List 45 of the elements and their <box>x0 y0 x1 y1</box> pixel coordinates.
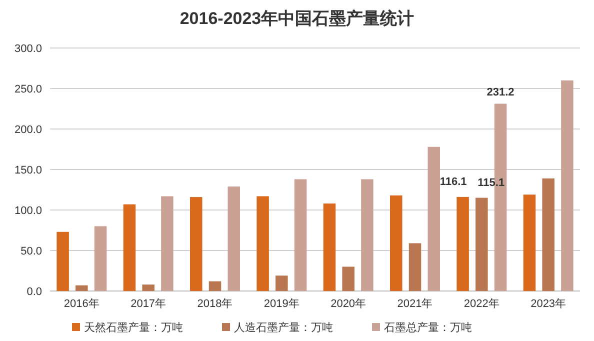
bar <box>276 276 288 291</box>
bar <box>542 178 554 291</box>
bar <box>76 285 88 291</box>
data-label: 231.2 <box>486 86 514 99</box>
bar <box>208 281 222 291</box>
bar <box>228 186 240 291</box>
legend-label: 石墨总产量：万吨 <box>384 321 472 334</box>
bar <box>428 146 440 291</box>
bar <box>456 196 469 291</box>
bar <box>561 80 574 291</box>
x-tick-label: 2020年 <box>330 298 366 310</box>
bar <box>142 284 154 291</box>
y-tick-label: 100.0 <box>14 204 42 217</box>
x-tick-label: 2023年 <box>530 298 566 310</box>
x-tick-label: 2016年 <box>64 298 100 310</box>
data-label: 116.1 <box>440 176 467 188</box>
y-tick-label: 200.0 <box>14 124 42 136</box>
bar <box>342 266 354 291</box>
bar <box>190 197 202 291</box>
y-tick-label: 0.0 <box>26 286 42 298</box>
bar <box>256 196 269 291</box>
legend-label: 人造石墨产量：万吨 <box>234 321 333 334</box>
y-tick-label: 150.0 <box>14 164 42 176</box>
y-tick-label: 300.0 <box>14 42 42 55</box>
x-tick-label: 2022年 <box>464 298 500 310</box>
bar <box>323 204 336 291</box>
bar <box>56 232 69 291</box>
legend-label: 天然石墨产量：万吨 <box>84 321 183 334</box>
chart-title: 2016-2023年中国石墨产量统计 <box>180 9 414 28</box>
bar <box>123 204 136 291</box>
y-tick-label: 50.0 <box>20 245 42 258</box>
bar <box>408 243 422 291</box>
bar <box>94 226 107 291</box>
bar <box>361 179 374 291</box>
data-label: 115.1 <box>478 176 505 189</box>
x-tick-label: 2019年 <box>264 298 300 310</box>
bar <box>476 198 488 291</box>
x-tick-label: 2021年 <box>397 298 433 310</box>
bar <box>390 195 402 291</box>
y-tick-label: 250.0 <box>14 83 42 96</box>
x-tick-label: 2018年 <box>197 298 233 310</box>
bar <box>523 194 536 291</box>
bar <box>294 179 307 291</box>
x-tick-label: 2017年 <box>130 298 166 310</box>
bar <box>161 196 174 291</box>
